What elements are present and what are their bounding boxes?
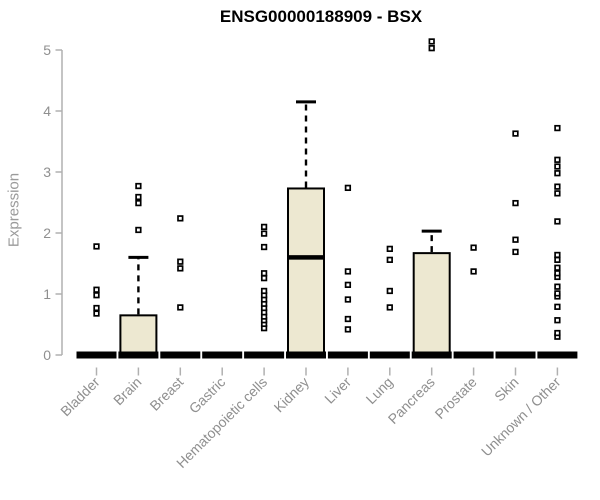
x-tick-label-pancreas: Pancreas [385,374,438,427]
outlier-point [93,310,100,317]
outlier-point [428,45,435,52]
boxplot-group-kidney: Kidney [271,100,326,416]
outlier-point [554,290,561,297]
outlier-point [386,256,393,263]
chart-title: ENSG00000188909 - BSX [219,7,423,26]
outlier-point [177,265,184,272]
boxplot-group-skin: Skin [491,130,536,405]
x-tick-label-skin: Skin [491,374,522,405]
boxplot-group-hematopoietic-cells: Hematopoietic cells [173,223,285,471]
zero-median-bar [286,351,326,359]
zero-median-bar [327,351,368,359]
outlier-point [177,304,184,311]
x-tick-label-liver: Liver [321,374,354,407]
box [412,252,451,357]
x-tick-label-brain: Brain [110,374,144,408]
outlier-point [93,304,100,312]
zero-median-bar [202,351,243,359]
zero-median-bar [453,351,494,359]
outlier-point [344,281,352,288]
outlier-point [344,326,352,333]
outlier-point [554,183,561,190]
outlier-point [93,286,100,293]
outlier-point [344,184,352,192]
outlier-point [554,256,561,263]
outlier-point [260,274,268,282]
zero-median-bar [369,351,410,359]
outlier-point [386,245,393,253]
outlier-point [512,236,519,243]
y-tick-label: 0 [43,347,51,363]
zero-median-bar [495,351,536,359]
outlier-point [386,304,393,311]
outlier-point [470,244,477,251]
outlier-point [554,317,561,324]
x-tick-label-breast: Breast [146,374,186,414]
x-tick-label-bladder: Bladder [57,374,103,420]
outlier-point [260,270,268,277]
boxplot-group-unknown-other: Unknown / Other [478,124,578,460]
outlier-point [135,226,142,234]
outlier-point [260,223,268,231]
outlier-point [554,163,561,170]
x-tick-label-unknown-other: Unknown / Other [478,374,564,460]
outlier-point [260,287,268,295]
box [287,187,325,356]
outlier-point [344,315,352,323]
outlier-point [135,182,142,190]
boxplot-group-bladder: Bladder [57,243,117,420]
outlier-point [554,156,561,163]
outlier-point [135,193,142,201]
zero-median-bar [76,351,117,359]
outlier-point [554,251,561,259]
x-tick-label-lung: Lung [363,374,396,407]
outlier-point [554,170,561,177]
outlier-point [428,38,435,45]
outlier-point [512,130,519,137]
outlier-point [135,199,142,207]
outlier-point [93,292,100,299]
outlier-point [554,190,561,197]
x-tick-label-prostate: Prostate [432,374,480,422]
outlier-point [344,268,352,275]
outlier-point [470,268,477,275]
outlier-point [260,230,268,237]
outlier-point [554,283,561,290]
zero-median-bar [537,351,578,359]
outlier-point [554,270,561,277]
x-tick-label-kidney: Kidney [271,374,313,416]
outlier-point [386,287,393,295]
zero-median-bar [118,351,159,359]
boxplot-group-brain: Brain [110,182,159,408]
outlier-point [554,264,561,271]
outlier-point [554,124,561,132]
outlier-point [93,243,100,250]
y-tick-label: 3 [43,164,51,180]
y-tick-label: 5 [43,42,51,58]
y-axis-title: Expression [5,172,23,248]
outlier-point [554,303,561,310]
outlier-point [554,218,561,225]
box [119,314,158,357]
outlier-point [260,243,268,251]
boxplot-group-pancreas: Pancreas [385,38,452,427]
boxplot-group-lung: Lung [363,245,410,407]
y-tick-label: 4 [43,103,51,119]
outlier-point [554,329,561,337]
outlier-point [177,215,184,222]
zero-median-bar [160,351,201,359]
zero-median-bar [244,351,285,359]
y-tick-label: 2 [43,225,51,241]
outlier-point [512,248,519,256]
outlier-point [344,296,352,303]
boxplot-group-liver: Liver [321,184,368,407]
y-tick-label: 1 [43,286,51,302]
median-line [288,255,324,260]
outlier-point [177,258,184,265]
zero-median-bar [411,351,452,359]
outlier-point [512,199,519,207]
